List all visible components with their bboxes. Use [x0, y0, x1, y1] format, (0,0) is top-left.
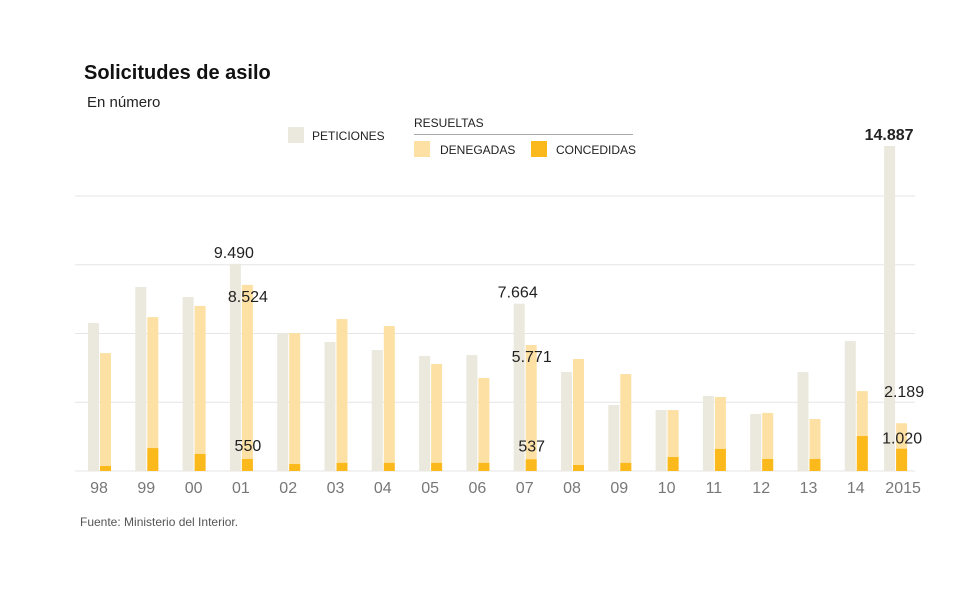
bar-concedidas: [194, 453, 206, 471]
bar-denegadas: [573, 359, 584, 471]
bar-denegadas: [336, 319, 348, 471]
bar-concedidas: [896, 448, 908, 471]
bar-denegadas: [100, 353, 111, 471]
bar-denegadas: [762, 412, 774, 471]
x-tick-label: 09: [610, 480, 628, 497]
bar-denegadas: [431, 364, 443, 471]
bar-concedidas: [383, 462, 395, 471]
data-label: 5.771: [512, 349, 552, 366]
data-label: 7.664: [498, 285, 538, 302]
data-label: 14.887: [865, 127, 914, 144]
bar-concedidas: [714, 448, 726, 471]
bar-concedidas: [289, 464, 301, 471]
bar-concedidas: [431, 462, 443, 471]
bar-peticiones: [229, 263, 241, 471]
bar-peticiones: [702, 395, 714, 471]
bar-peticiones: [750, 414, 762, 471]
legend-swatch-concedidas: [531, 141, 547, 157]
x-tick-label: 98: [90, 480, 108, 497]
bar-peticiones: [608, 405, 620, 471]
bar-peticiones: [466, 355, 478, 471]
x-tick-label: 11: [706, 480, 723, 497]
legend-divider: [414, 134, 633, 135]
bar-denegadas: [714, 396, 726, 471]
bar-concedidas: [667, 457, 679, 471]
bar-peticiones: [419, 355, 431, 471]
bar-denegadas: [147, 317, 159, 471]
bar-concedidas: [856, 436, 868, 471]
bar-denegadas: [856, 391, 868, 471]
x-tick-label: 99: [137, 480, 155, 497]
bar-peticiones: [513, 303, 525, 471]
bar-concedidas: [478, 462, 490, 471]
bar-peticiones: [135, 286, 147, 471]
bar-denegadas: [667, 410, 679, 471]
bar-peticiones: [88, 322, 99, 471]
data-label: 2.189: [884, 384, 924, 401]
bar-denegadas: [620, 374, 632, 471]
bar-concedidas: [762, 458, 774, 471]
bar-concedidas: [620, 462, 632, 471]
bar-peticiones: [182, 297, 194, 471]
x-tick-label: 2015: [885, 480, 921, 497]
bar-concedidas: [100, 465, 111, 471]
legend-label-concedidas: CONCEDIDAS: [556, 143, 637, 157]
bar-peticiones: [797, 372, 809, 471]
bar-peticiones: [884, 146, 896, 471]
x-tick-label: 01: [232, 480, 250, 497]
x-tick-label: 00: [185, 480, 203, 497]
bar-concedidas: [809, 458, 821, 471]
bar-peticiones: [844, 341, 856, 471]
data-label: 537: [518, 438, 545, 455]
bar-concedidas: [336, 462, 348, 471]
bar-denegadas: [478, 378, 490, 471]
bar-denegadas: [289, 333, 301, 471]
bar-peticiones: [371, 350, 383, 471]
legend-label-denegadas: DENEGADAS: [440, 143, 516, 157]
legend-swatch-peticiones: [288, 127, 304, 143]
x-tick-label: 05: [421, 480, 439, 497]
x-tick-label: 12: [752, 480, 770, 497]
chart-title: Solicitudes de asilo: [84, 62, 271, 84]
bar-denegadas: [241, 284, 253, 471]
legend-label-resueltas: RESUELTAS: [414, 116, 484, 130]
chart-subtitle: En número: [87, 94, 161, 111]
data-label: 550: [235, 438, 262, 455]
bar-concedidas: [241, 458, 253, 471]
x-tick-label: 13: [800, 480, 818, 497]
bar-concedidas: [147, 448, 159, 471]
x-tick-label: 04: [374, 480, 392, 497]
bar-denegadas: [194, 305, 206, 471]
source-note: Fuente: Ministerio del Interior.: [80, 515, 239, 529]
x-tick-label: 14: [847, 480, 865, 497]
bar-denegadas: [896, 423, 908, 471]
bar-denegadas: [525, 345, 537, 471]
bar-peticiones: [561, 372, 572, 471]
bar-peticiones: [655, 410, 667, 471]
bar-denegadas: [809, 419, 821, 471]
x-tick-label: 06: [469, 480, 487, 497]
bar-peticiones: [277, 333, 289, 471]
x-tick-label: 02: [279, 480, 297, 497]
bar-peticiones: [324, 341, 336, 471]
x-tick-label: 08: [563, 480, 581, 497]
x-tick-label: 03: [327, 480, 345, 497]
x-tick-label: 10: [658, 480, 676, 497]
data-label: 8.524: [228, 289, 268, 306]
bar-denegadas: [383, 326, 395, 471]
x-tick-label: 07: [516, 480, 534, 497]
legend-swatch-denegadas: [414, 141, 430, 157]
legend-label-peticiones: PETICIONES: [312, 129, 385, 143]
data-label: 1.020: [882, 431, 922, 448]
bar-concedidas: [525, 459, 537, 471]
data-label: 9.490: [214, 245, 254, 262]
bar-concedidas: [573, 464, 584, 471]
